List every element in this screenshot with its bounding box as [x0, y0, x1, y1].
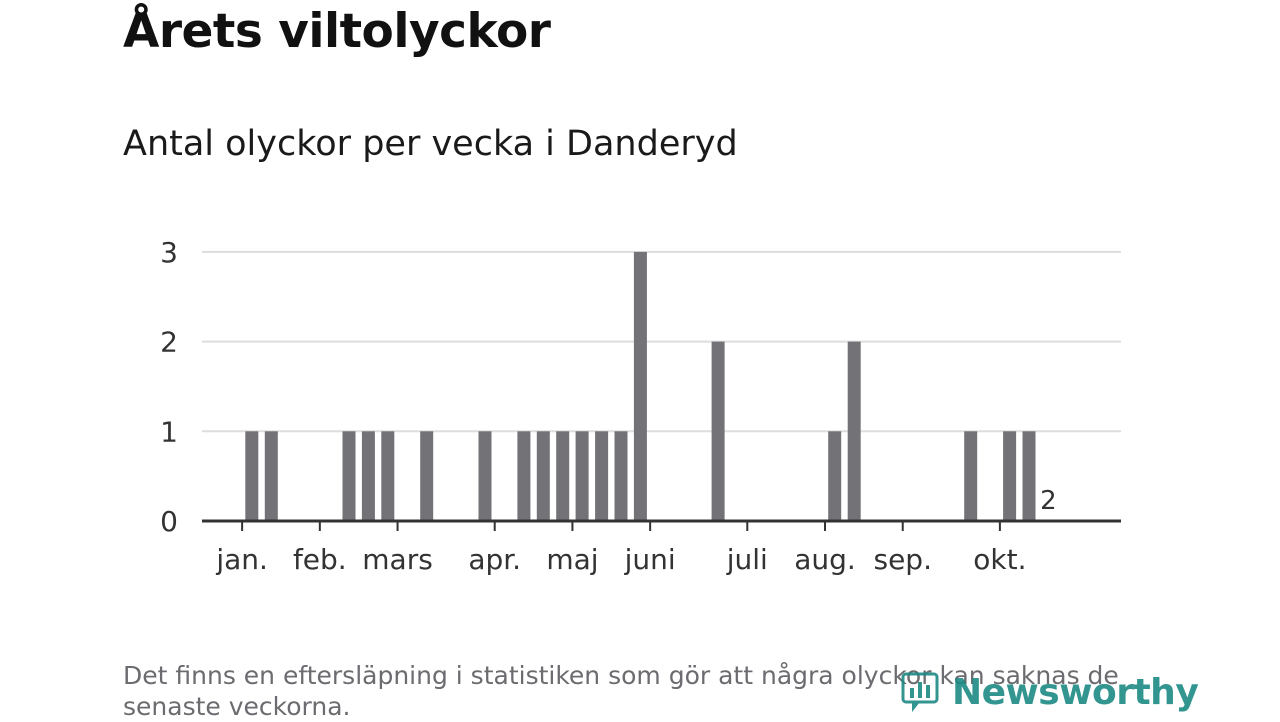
bar-week-22 — [633, 251, 647, 521]
grid-lines — [202, 250, 1121, 433]
x-tick-label: sep. — [873, 543, 932, 576]
bar-chart: 0 1 2 3 2 jan. feb. mars apr. maj juni juli aug. sep.… — [160, 236, 1121, 576]
bar-week-21 — [614, 431, 628, 521]
bar-week-3 — [264, 431, 278, 521]
x-tick-label: juli — [726, 543, 768, 576]
x-tick-label: feb. — [293, 543, 347, 576]
newsworthy-logo: Newsworthy — [900, 668, 1199, 716]
bar-week-17 — [536, 431, 550, 521]
x-axis — [202, 519, 1121, 531]
bar-week-16 — [517, 431, 531, 521]
newsworthy-logo-icon — [901, 672, 939, 712]
bar-week-11 — [420, 431, 434, 521]
y-tick-label: 0 — [160, 505, 178, 538]
bar-week-26 — [711, 341, 725, 521]
bar-week-42 — [1022, 431, 1036, 521]
bar-week-20 — [595, 431, 609, 521]
x-tick-label: aug. — [794, 543, 856, 576]
newsworthy-logo-text: Newsworthy — [952, 671, 1199, 713]
bar-week-2 — [245, 431, 259, 521]
y-tick-label: 1 — [160, 415, 178, 448]
bar-week-32 — [828, 431, 842, 521]
bar-week-18 — [556, 431, 570, 521]
bar-week-39 — [964, 431, 978, 521]
labels: 0 1 2 3 2 jan. feb. mars apr. maj juni juli aug. sep.… — [160, 236, 1057, 576]
y-tick-label: 3 — [160, 236, 178, 269]
x-tick-label: apr. — [468, 543, 521, 576]
chart-title: Årets viltolyckor — [123, 4, 551, 59]
y-tick-label: 2 — [160, 326, 178, 359]
bar-week-7 — [342, 431, 356, 521]
bar-week-41 — [1003, 431, 1017, 521]
chart-subtitle: Antal olyckor per vecka i Danderyd — [123, 124, 738, 164]
bar-week-19 — [575, 431, 589, 521]
x-tick-label: juni — [624, 543, 676, 576]
bar-week-33 — [847, 341, 861, 521]
bar-week-8 — [361, 431, 375, 521]
footnote: Det finns en eftersläpning i statistiken… — [123, 661, 1119, 721]
x-tick-label: maj — [546, 543, 598, 576]
bars — [245, 251, 1036, 521]
x-tick-label: okt. — [973, 543, 1026, 576]
x-tick-label: jan. — [215, 543, 268, 576]
bar-week-9 — [381, 431, 395, 521]
highlight-value-label: 2 — [1040, 486, 1057, 516]
bar-week-14 — [478, 431, 492, 521]
x-tick-label: mars — [362, 543, 433, 576]
